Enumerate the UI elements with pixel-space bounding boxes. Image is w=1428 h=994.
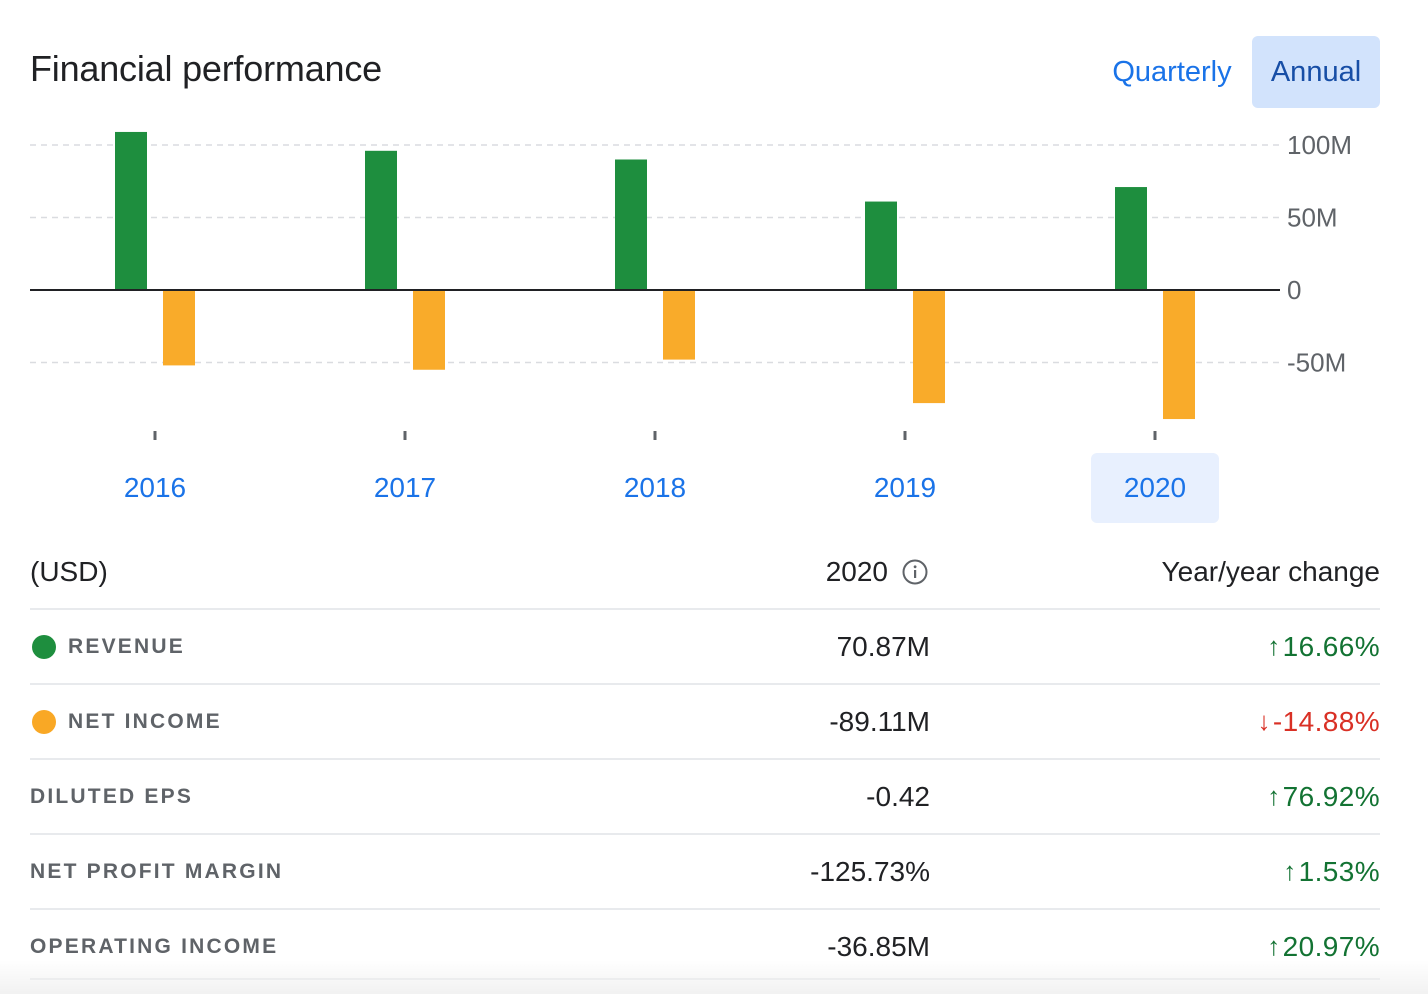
metric-label-text: REVENUE [68, 634, 185, 658]
bar-revenue-2017 [365, 150, 397, 290]
metric-label: NET PROFIT MARGIN [30, 835, 283, 908]
currency-label: (USD) [30, 556, 108, 587]
bar-revenue-2016 [115, 131, 147, 290]
table-bottom-divider [30, 978, 1380, 980]
y-tick-label: 100M [1287, 130, 1352, 160]
page-title: Financial performance [30, 48, 382, 89]
metric-label: REVENUE [30, 610, 185, 683]
change-column-header: Year/year change [1161, 556, 1380, 587]
year-button-2018[interactable]: 2018 [623, 472, 687, 503]
metric-value: 70.87M [836, 630, 930, 662]
metric-label: DILUTED EPS [30, 760, 193, 833]
y-tick-label: 0 [1287, 275, 1301, 305]
year-button-2016[interactable]: 2016 [123, 472, 187, 503]
change-text: -14.88% [1272, 705, 1380, 737]
metric-value: -125.73% [810, 855, 930, 887]
bar-net-income-2020 [1163, 290, 1195, 420]
arrow-up-icon: ↑ [1267, 931, 1281, 961]
metric-label: OPERATING INCOME [30, 910, 278, 983]
year-column-label: 2020 [825, 556, 888, 587]
year-button-2020[interactable]: 2020 [1091, 453, 1219, 523]
change-text: 16.66% [1282, 630, 1380, 662]
arrow-up-icon: ↑ [1267, 631, 1281, 661]
change-text: 1.53% [1298, 855, 1380, 887]
year-column-header: 2020 [826, 556, 928, 588]
legend-dot-icon [32, 709, 56, 734]
change-text: 76.92% [1282, 780, 1380, 812]
bar-revenue-2019 [865, 201, 897, 290]
bar-net-income-2019 [913, 290, 945, 404]
year-button-2017[interactable]: 2017 [373, 472, 437, 503]
y-tick-label: 50M [1287, 203, 1338, 233]
bar-net-income-2018 [663, 290, 695, 360]
table-row: DILUTED EPS -0.42 ↑ 76.92% [30, 758, 1380, 833]
financial-chart: 100M 50M 0 -50M [30, 130, 1352, 440]
bar-net-income-2017 [413, 290, 445, 370]
change-value: ↑ 1.53% [1283, 835, 1380, 908]
change-value: ↓ -14.88% [1258, 685, 1381, 758]
info-icon[interactable] [902, 559, 928, 585]
change-value: ↑ 16.66% [1267, 610, 1380, 683]
metric-label: NET INCOME [30, 685, 222, 758]
bar-revenue-2020 [1115, 187, 1147, 290]
metric-value: -89.11M [829, 705, 930, 737]
table-row: REVENUE 70.87M ↑ 16.66% [30, 608, 1380, 683]
change-text: 20.97% [1282, 930, 1380, 962]
metric-value: -36.85M [827, 930, 930, 962]
metric-label-text: NET PROFIT MARGIN [30, 859, 284, 883]
metric-label-text: NET INCOME [68, 709, 222, 733]
arrow-down-icon: ↓ [1257, 706, 1271, 736]
arrow-up-icon: ↑ [1267, 781, 1281, 811]
y-tick-label: -50M [1287, 348, 1346, 378]
quarterly-toggle[interactable]: Quarterly [1112, 55, 1232, 88]
bar-revenue-2018 [615, 159, 647, 290]
legend-dot-icon [32, 634, 56, 659]
year-button-2019[interactable]: 2019 [873, 472, 937, 503]
metric-label-text: OPERATING INCOME [30, 934, 279, 958]
table-row: NET INCOME -89.11M ↓ -14.88% [30, 683, 1380, 758]
metric-label-text: DILUTED EPS [30, 784, 194, 808]
table-row: NET PROFIT MARGIN -125.73% ↑ 1.53% [30, 833, 1380, 908]
table-header: (USD) 2020 Year/year change [30, 552, 1380, 608]
change-value: ↑ 76.92% [1267, 760, 1380, 833]
arrow-up-icon: ↑ [1283, 856, 1297, 886]
bar-net-income-2016 [163, 290, 195, 366]
change-value: ↑ 20.97% [1267, 910, 1380, 983]
metric-value: -0.42 [866, 780, 930, 812]
annual-toggle[interactable]: Annual [1252, 36, 1380, 108]
table-row: OPERATING INCOME -36.85M ↑ 20.97% [30, 908, 1380, 983]
financial-table: REVENUE 70.87M ↑ 16.66% NET INCOME -89.11M ↓ -1… [30, 608, 1380, 983]
